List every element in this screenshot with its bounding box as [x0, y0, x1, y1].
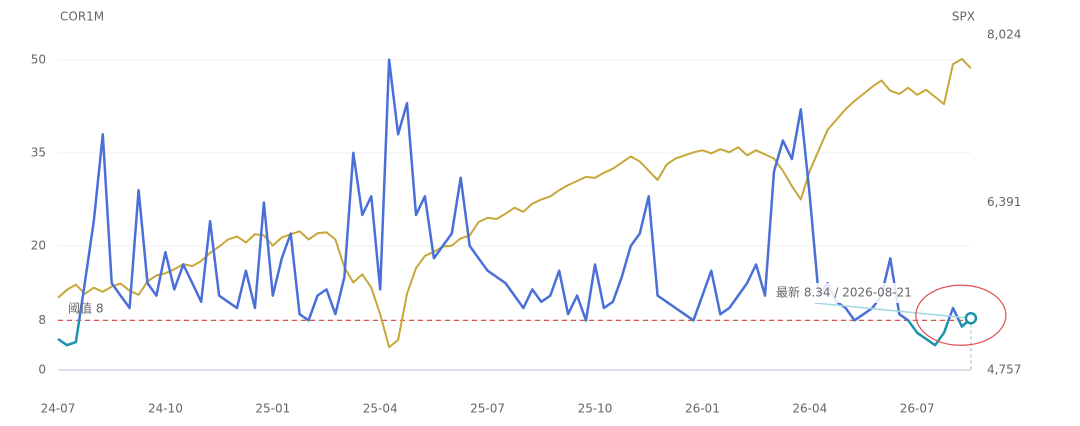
y2-tick-label: 8,024 [987, 28, 1021, 42]
x-tick-label: 24-07 [41, 402, 76, 416]
x-tick-label: 25-07 [470, 402, 505, 416]
y2-axis-label: SPX [952, 10, 975, 24]
annotation-leader [814, 302, 971, 320]
y-tick-label: 50 [31, 52, 46, 66]
line-series [57, 58, 972, 349]
annotation-box [770, 283, 922, 303]
y-axis-label: COR1M [60, 10, 104, 24]
x-tick-label: 26-07 [900, 402, 935, 416]
x-tick-label: 25-10 [578, 402, 613, 416]
y2-tick-label: 6,391 [987, 195, 1021, 209]
y-tick-label: 0 [38, 363, 46, 377]
y2-tick-label: 4,757 [987, 363, 1021, 377]
x-tick-label: 25-01 [255, 402, 290, 416]
annotation: 最新 8.34 / 2026-08-21 [776, 285, 912, 300]
x-tick-label: 26-04 [792, 402, 827, 416]
highlight-ring [915, 284, 1007, 346]
y-tick-label: 20 [31, 238, 46, 252]
x-tick-label: 26-01 [685, 402, 720, 416]
y-tick-label: 8 [38, 313, 46, 327]
x-tick-label: 25-04 [363, 402, 398, 416]
latest-point [964, 312, 978, 325]
threshold-label: 阈值 8 [68, 301, 103, 316]
x-tick-label: 24-10 [148, 402, 183, 416]
y-tick-label: 35 [31, 145, 46, 159]
